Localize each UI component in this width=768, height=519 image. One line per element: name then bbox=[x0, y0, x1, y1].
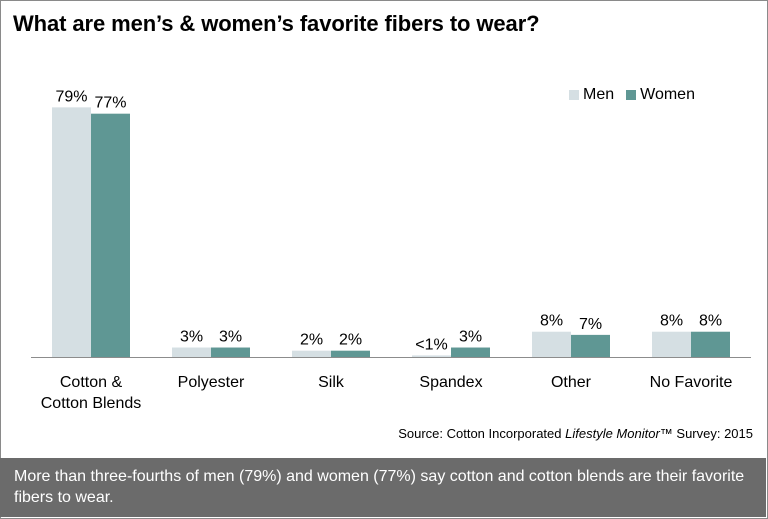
category-label: No Favorite bbox=[650, 374, 733, 391]
data-label-women: 2% bbox=[339, 332, 362, 349]
bar-women bbox=[571, 334, 610, 357]
data-label-men: 3% bbox=[180, 329, 203, 346]
data-label-women: 3% bbox=[459, 329, 482, 346]
bar-women bbox=[91, 113, 130, 358]
category-label: Cotton & bbox=[60, 374, 123, 391]
bar-men bbox=[52, 107, 91, 357]
bar-men bbox=[172, 347, 211, 357]
data-label-men: 8% bbox=[660, 313, 683, 330]
data-label-men: 2% bbox=[300, 332, 323, 349]
bar-men bbox=[652, 331, 691, 357]
category-label: Silk bbox=[318, 374, 345, 391]
source-italic: Lifestyle Monitor bbox=[565, 426, 660, 441]
bar-men bbox=[412, 355, 451, 357]
source-prefix: Source: Cotton Incorporated bbox=[398, 426, 566, 441]
source-suffix: ™ Survey: 2015 bbox=[659, 426, 753, 441]
legend-label-men: Men bbox=[583, 86, 615, 103]
bar-women bbox=[211, 347, 250, 357]
category-label: Other bbox=[551, 374, 592, 391]
chart-title: What are men’s & women’s favorite fibers… bbox=[13, 11, 540, 36]
bar-chart: 79% 77% Cotton & Cotton Blends 3% 3% Polyester… bbox=[31, 88, 751, 412]
footer-text: More than three-fourths of men (79%) and… bbox=[14, 468, 745, 506]
category-label: Spandex bbox=[419, 374, 482, 391]
legend-swatch-men bbox=[569, 90, 579, 100]
legend-label-women: Women bbox=[640, 86, 695, 103]
source-note: Source: Cotton Incorporated Lifestyle Mo… bbox=[398, 426, 753, 441]
data-label-women: 7% bbox=[579, 316, 602, 333]
bar-women bbox=[331, 350, 370, 357]
data-label-women: 3% bbox=[219, 329, 242, 346]
data-label-women: 8% bbox=[699, 313, 722, 330]
bar-women bbox=[691, 331, 730, 357]
legend-item-women: Women bbox=[626, 86, 695, 104]
category-label: Polyester bbox=[178, 374, 245, 391]
chart-legend: Men Women bbox=[569, 85, 707, 105]
data-label-men: <1% bbox=[415, 336, 447, 353]
legend-item-men: Men bbox=[569, 86, 614, 104]
data-label-men: 79% bbox=[55, 88, 87, 105]
data-label-women: 77% bbox=[94, 95, 126, 112]
legend-swatch-women bbox=[626, 90, 637, 100]
bar-men bbox=[532, 331, 571, 357]
data-label-men: 8% bbox=[540, 313, 563, 330]
bar-men bbox=[292, 350, 331, 357]
category-label: Cotton Blends bbox=[41, 395, 142, 412]
bar-women bbox=[451, 347, 490, 357]
footer-caption: More than three-fourths of men (79%) and… bbox=[0, 458, 766, 517]
